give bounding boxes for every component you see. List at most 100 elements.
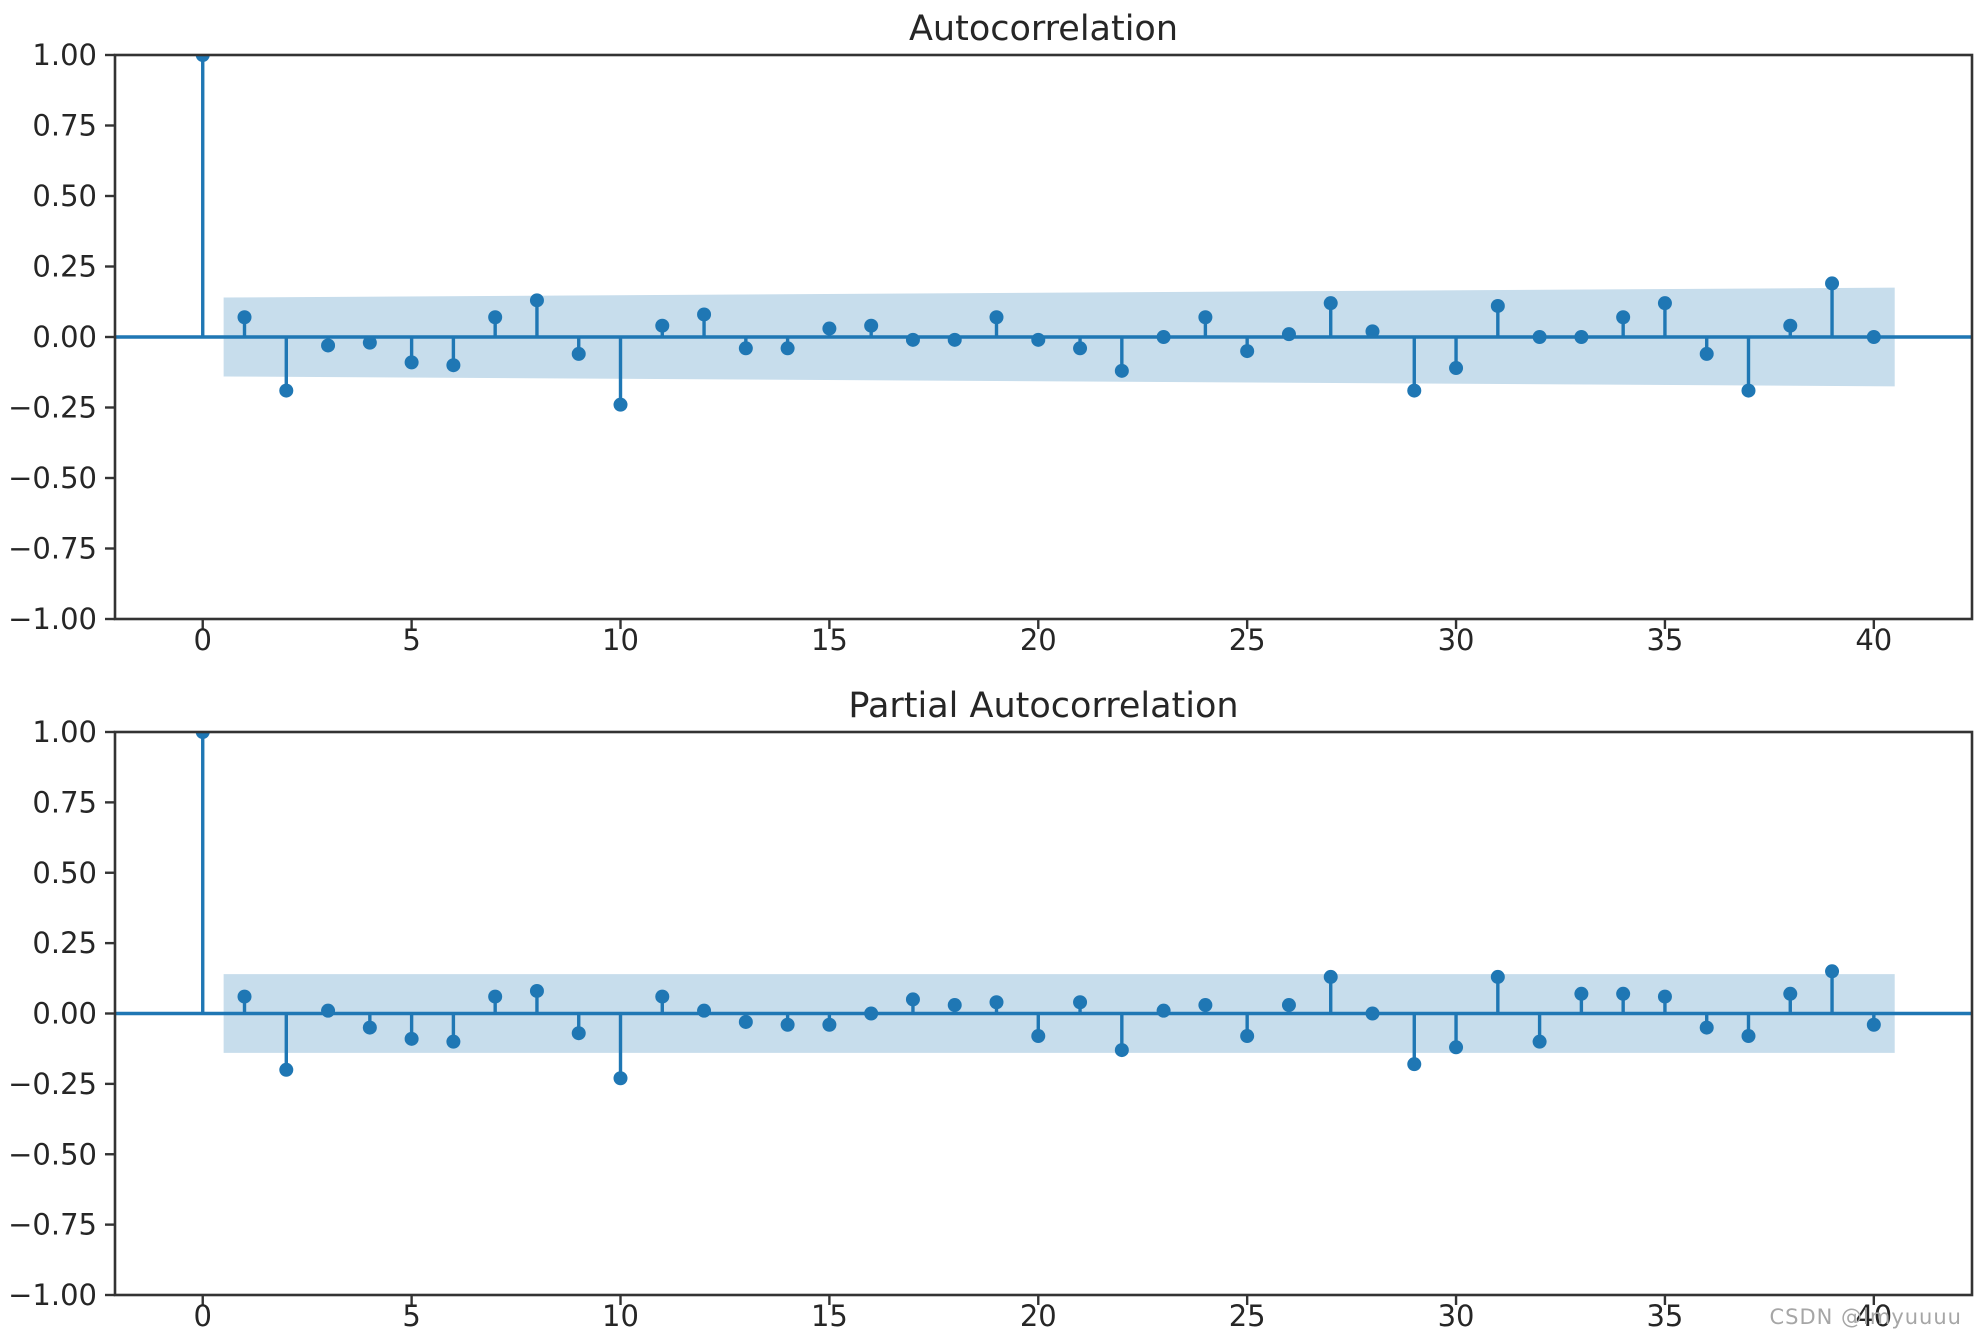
marker-lag-0 [195,732,210,739]
marker-lag-12 [697,307,712,322]
y-tick-label: 0.25 [32,250,97,284]
marker-lag-9 [571,1026,586,1041]
x-tick-label: 25 [1229,1299,1266,1333]
y-tick-label: −0.75 [8,532,97,566]
y-tick-label: 0.75 [32,109,97,143]
marker-lag-25 [1240,344,1255,359]
marker-lag-2 [279,1062,294,1077]
y-tick-label: 1.00 [32,38,97,72]
marker-lag-39 [1825,276,1840,291]
marker-lag-24 [1198,998,1213,1013]
x-tick-label: 35 [1646,623,1683,657]
stem-series [195,55,1881,412]
marker-lag-4 [362,1020,377,1035]
chart-title-2: Partial Autocorrelation [848,686,1238,726]
y-tick-label: −0.75 [8,1208,97,1242]
x-tick-label: 20 [1020,623,1057,657]
marker-lag-9 [571,346,586,361]
marker-lag-35 [1657,989,1672,1004]
marker-lag-21 [1073,995,1088,1010]
marker-lag-39 [1825,964,1840,979]
marker-lag-37 [1741,383,1756,398]
x-tick-label: 10 [602,623,639,657]
marker-lag-14 [780,1017,795,1032]
marker-lag-10 [613,1071,628,1086]
marker-lag-32 [1532,1034,1547,1049]
x-tick-label: 30 [1438,1299,1475,1333]
marker-lag-7 [488,989,503,1004]
marker-lag-12 [697,1003,712,1018]
marker-lag-17 [905,332,920,347]
marker-lag-35 [1657,296,1672,311]
marker-lag-2 [279,383,294,398]
marker-lag-8 [529,293,544,308]
marker-lag-26 [1281,327,1296,342]
x-tick-label: 25 [1229,623,1266,657]
y-tick-label: −0.50 [8,1137,97,1171]
x-tick-label: 10 [602,1299,639,1333]
marker-lag-32 [1532,330,1547,344]
y-tick-label: 0.00 [32,997,97,1031]
marker-lag-29 [1407,1057,1422,1072]
x-tick-label: 40 [1855,623,1892,657]
marker-lag-4 [362,335,377,350]
marker-lag-7 [488,310,503,325]
x-tick-label: 40 [1855,1299,1892,1333]
marker-lag-36 [1699,1020,1714,1035]
marker-lag-6 [446,1034,461,1049]
marker-lag-13 [738,341,753,356]
y-tick-label: −1.00 [8,1278,97,1312]
marker-lag-30 [1449,361,1464,376]
marker-lag-33 [1574,330,1589,344]
marker-lag-3 [321,338,336,353]
marker-lag-20 [1031,332,1046,347]
marker-lag-25 [1240,1029,1255,1044]
x-tick-label: 5 [402,1299,420,1333]
marker-lag-1 [237,310,252,325]
marker-lag-30 [1449,1040,1464,1055]
marker-lag-15 [822,321,837,336]
y-tick-label: 0.00 [32,320,97,354]
marker-lag-0 [195,55,210,62]
y-tick-label: 0.75 [32,785,97,819]
marker-lag-6 [446,358,461,373]
y-tick-label: −0.25 [8,1067,97,1101]
marker-lag-5 [404,355,419,370]
marker-lag-34 [1616,986,1631,1001]
x-tick-label: 5 [402,623,420,657]
marker-lag-16 [864,1006,879,1021]
marker-lag-5 [404,1031,419,1046]
marker-lag-36 [1699,346,1714,361]
marker-lag-26 [1281,998,1296,1013]
x-tick-label: 0 [194,1299,212,1333]
marker-lag-29 [1407,383,1422,398]
x-tick-label: 15 [811,623,848,657]
marker-lag-17 [905,992,920,1007]
marker-lag-18 [947,998,962,1013]
marker-lag-15 [822,1017,837,1032]
x-tick-label: 0 [194,623,212,657]
y-tick-label: 0.50 [32,856,97,890]
stem-series [195,732,1881,1086]
marker-lag-27 [1323,969,1338,984]
marker-lag-31 [1490,969,1505,984]
marker-lag-8 [529,983,544,998]
marker-lag-11 [655,989,670,1004]
y-tick-label: −0.25 [8,391,97,425]
marker-lag-10 [613,397,628,412]
marker-lag-13 [738,1014,753,1029]
x-tick-label: 20 [1020,1299,1057,1333]
y-tick-label: 0.25 [32,926,97,960]
y-tick-label: 1.00 [32,715,97,749]
x-tick-label: 30 [1438,623,1475,657]
marker-lag-22 [1114,363,1129,378]
marker-lag-16 [864,318,879,333]
marker-lag-3 [321,1003,336,1018]
marker-lag-23 [1156,330,1171,344]
x-tick-label: 35 [1646,1299,1683,1333]
marker-lag-33 [1574,986,1589,1001]
marker-lag-28 [1365,324,1380,339]
marker-lag-22 [1114,1043,1129,1058]
marker-lag-19 [989,310,1004,325]
